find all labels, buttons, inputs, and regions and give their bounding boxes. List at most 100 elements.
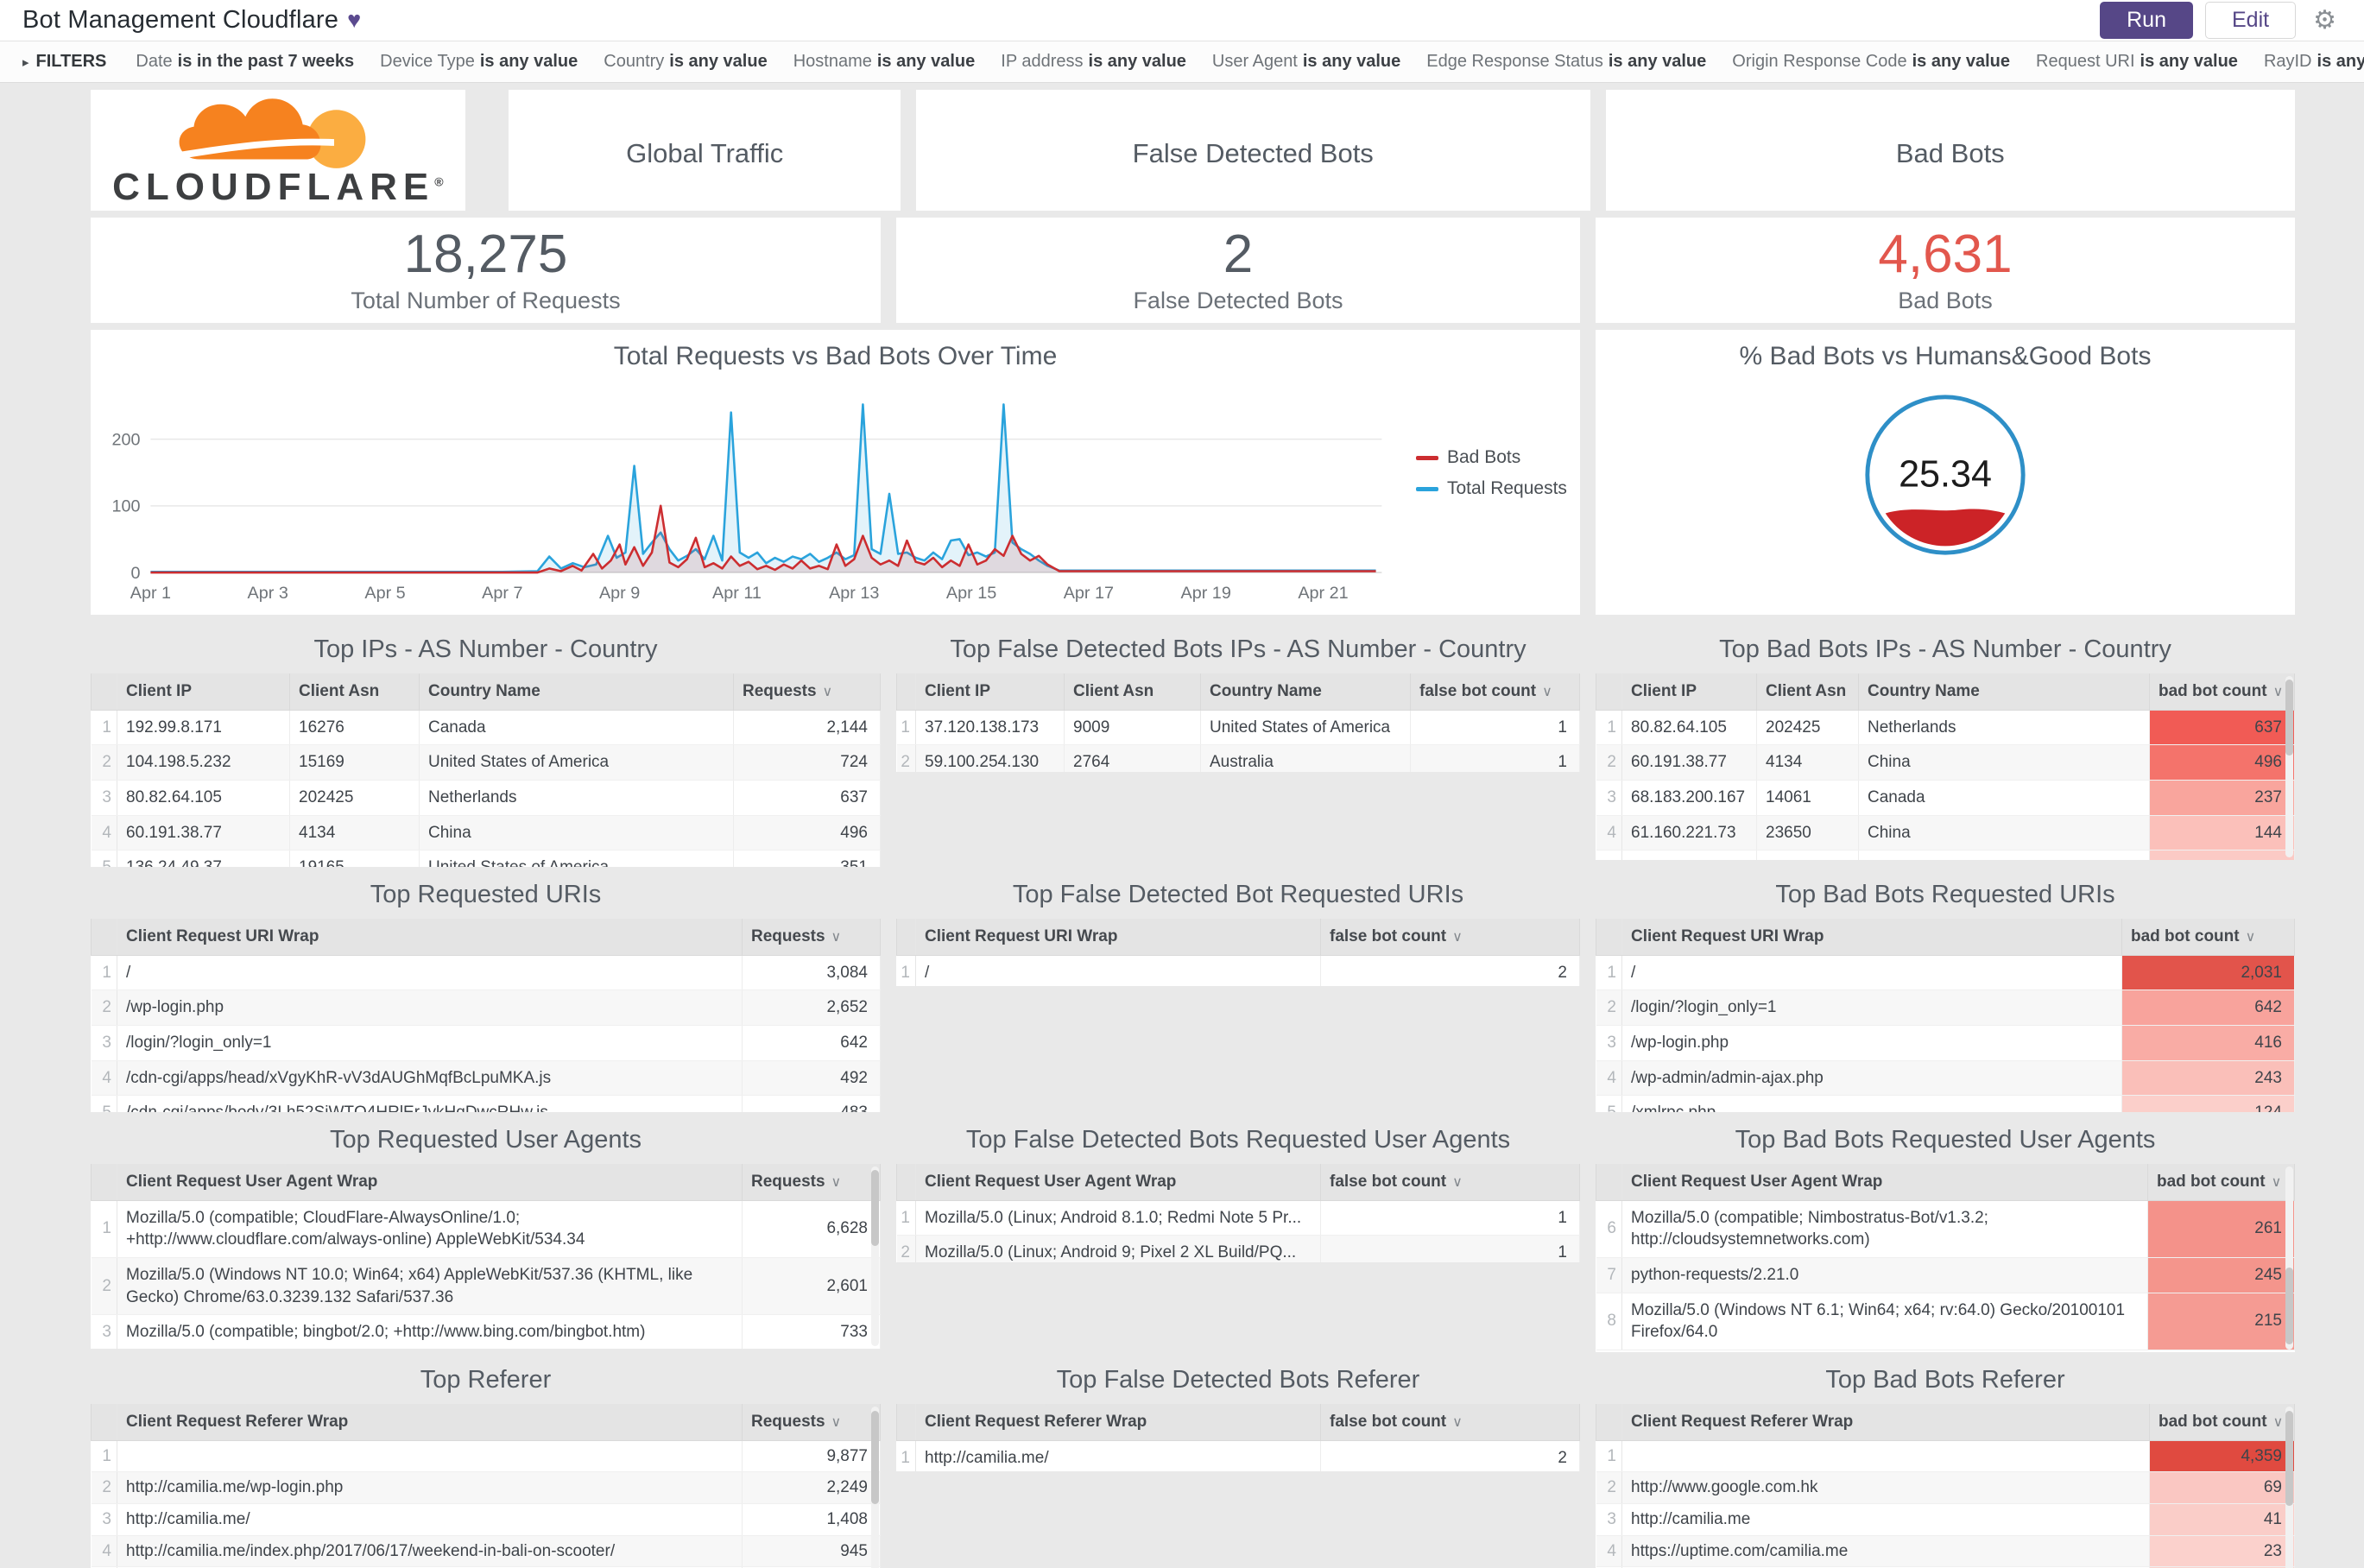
- filter-item[interactable]: Origin Response Code is any value: [1732, 52, 2011, 71]
- filter-item[interactable]: IP address is any value: [1001, 52, 1186, 71]
- legend-item[interactable]: Total Requests: [1416, 478, 1571, 499]
- column-header[interactable]: Client Request User Agent Wrap: [1621, 1164, 2148, 1201]
- table-cell: Mozilla/5.0 (Windows NT 6.1; Win64; x64;…: [1621, 1293, 2148, 1350]
- scrollbar-thumb[interactable]: [871, 1411, 879, 1504]
- column-header[interactable]: Requests ∨: [742, 1164, 881, 1201]
- column-header[interactable]: Client IP: [117, 673, 290, 711]
- column-header[interactable]: Client Asn: [289, 673, 420, 711]
- scrollbar-thumb[interactable]: [2285, 680, 2293, 756]
- column-header[interactable]: Country Name: [419, 673, 734, 711]
- column-header[interactable]: Client IP: [915, 673, 1065, 711]
- table-cell: China: [1858, 815, 2150, 851]
- filter-item[interactable]: Request URI is any value: [2036, 52, 2238, 71]
- settings-gear-icon[interactable]: ⚙: [2313, 6, 2336, 35]
- svg-text:Apr 1: Apr 1: [130, 584, 171, 603]
- column-header[interactable]: Client Request URI Wrap: [117, 919, 743, 956]
- table-cell: 2,144: [733, 710, 881, 746]
- table-cell: [1621, 1440, 2150, 1473]
- column-header[interactable]: bad bot count ∨: [2121, 919, 2295, 956]
- column-header[interactable]: bad bot count ∨: [2149, 1404, 2295, 1441]
- section-title-bad-uris: Top Bad Bots Requested URIs: [1775, 881, 2115, 908]
- column-header[interactable]: Requests ∨: [742, 919, 881, 956]
- timeseries-chart-tile: Total Requests vs Bad Bots Over Time 0 10…: [91, 330, 1580, 615]
- column-header[interactable]: Requests ∨: [742, 1404, 881, 1441]
- table-row: 4 61.160.221.73 23650 China 144: [1596, 815, 2295, 851]
- filter-item[interactable]: Country is any value: [604, 52, 768, 71]
- column-header[interactable]: bad bot count ∨: [2149, 673, 2295, 711]
- scrollbar[interactable]: [871, 1167, 879, 1346]
- filter-item[interactable]: Edge Response Status is any value: [1426, 52, 1707, 71]
- column-header[interactable]: bad bot count ∨: [2147, 1164, 2295, 1201]
- scrollbar[interactable]: [2285, 1167, 2293, 1350]
- row-index: 1: [1596, 1440, 1622, 1473]
- run-button[interactable]: Run: [2100, 2, 2193, 39]
- scrollbar[interactable]: [2285, 1407, 2293, 1568]
- table-row: 4 60.191.38.77 4134 China 496: [91, 815, 881, 851]
- heart-icon: ♥: [347, 7, 362, 33]
- row-index-header: [91, 919, 117, 956]
- column-header[interactable]: false bot count ∨: [1410, 673, 1580, 711]
- row-index: 5: [91, 1566, 117, 1568]
- table-row-group: Top Requested User Agents Client Request …: [91, 1112, 2295, 1352]
- section-title-top-ips: Top IPs - AS Number - Country: [313, 635, 658, 663]
- svg-text:Apr 17: Apr 17: [1064, 584, 1114, 603]
- data-table-bad-uris: Client Request URI Wrap bad bot count ∨ 1/2…: [1596, 919, 2295, 1112]
- row-index: 5: [1596, 1566, 1622, 1568]
- table-row: 2 Mozilla/5.0 (Linux; Android 9; Pixel 2 …: [896, 1235, 1580, 1262]
- table-cell: 69: [2149, 1471, 2295, 1504]
- column-header[interactable]: Client Request User Agent Wrap: [117, 1164, 743, 1201]
- section-title-top-uas: Top Requested User Agents: [329, 1126, 642, 1154]
- scrollbar[interactable]: [2285, 676, 2293, 857]
- edit-button[interactable]: Edit: [2205, 2, 2297, 39]
- sort-caret-icon: ∨: [831, 1415, 842, 1430]
- filter-item[interactable]: Device Type is any value: [380, 52, 578, 71]
- column-header[interactable]: Client Request Referer Wrap: [915, 1404, 1321, 1441]
- svg-text:Apr 7: Apr 7: [482, 584, 522, 603]
- row-index-header: [91, 1164, 117, 1201]
- filters-toggle[interactable]: ▸ FILTERS: [22, 52, 107, 71]
- row-index: 2: [1596, 989, 1622, 1026]
- row-index: 3: [91, 1314, 117, 1349]
- kpi-false-detected-bots: 2 False Detected Bots: [896, 218, 1580, 323]
- row-index: 1: [896, 1440, 916, 1471]
- row-index-header: [896, 673, 916, 711]
- row-index: 1: [896, 710, 916, 746]
- column-header[interactable]: false bot count ∨: [1320, 919, 1580, 956]
- table-cell: 2: [1320, 1440, 1580, 1471]
- row-index: 4: [1596, 1060, 1622, 1097]
- column-header[interactable]: Client Request Referer Wrap: [117, 1404, 743, 1441]
- table-cell: Netherlands: [419, 780, 734, 816]
- scrollbar-thumb[interactable]: [2285, 1411, 2293, 1507]
- column-header[interactable]: Client Asn: [1756, 673, 1859, 711]
- section-title-false-uris: Top False Detected Bot Requested URIs: [1012, 881, 1464, 908]
- scrollbar-thumb[interactable]: [871, 1170, 879, 1246]
- filter-item[interactable]: Hostname is any value: [793, 52, 976, 71]
- scrollbar[interactable]: [871, 1407, 879, 1568]
- column-header[interactable]: false bot count ∨: [1320, 1404, 1580, 1441]
- column-header[interactable]: Client IP: [1621, 673, 1757, 711]
- column-header[interactable]: Client Request URI Wrap: [1621, 919, 2122, 956]
- table-cell: Mozilla/5.0 (Windows NT 10.0; Win64; x64…: [117, 1257, 743, 1316]
- column-header[interactable]: Client Asn: [1064, 673, 1201, 711]
- column-header[interactable]: Country Name: [1200, 673, 1411, 711]
- column-header[interactable]: false bot count ∨: [1320, 1164, 1580, 1201]
- section-title-top-uris: Top Requested URIs: [370, 881, 602, 908]
- legend-item[interactable]: Bad Bots: [1416, 447, 1571, 468]
- table-cell: 104.198.5.232: [117, 744, 290, 781]
- sort-caret-icon: ∨: [1452, 1415, 1463, 1430]
- table-cell: 215: [2147, 1293, 2295, 1350]
- table-cell: https://camilia.me/index.php/2017/06/17/…: [117, 1566, 743, 1568]
- scrollbar-thumb[interactable]: [2285, 1267, 2293, 1344]
- column-header[interactable]: Client Request URI Wrap: [915, 919, 1321, 956]
- column-header[interactable]: Client Request Referer Wrap: [1621, 1404, 2150, 1441]
- column-header[interactable]: Client Request User Agent Wrap: [915, 1164, 1321, 1201]
- table-row: 5136.24.49.3719165United States of Ameri…: [91, 850, 881, 867]
- row-index: 2: [896, 1235, 916, 1262]
- filter-item[interactable]: User Agent is any value: [1211, 52, 1401, 71]
- column-header[interactable]: Country Name: [1858, 673, 2150, 711]
- table-cell: http://camilia.me/wp-login.php: [117, 1471, 743, 1504]
- column-header[interactable]: Requests ∨: [733, 673, 881, 711]
- table-cell: http://camilia.me/: [915, 1440, 1321, 1471]
- filter-item[interactable]: Date is in the past 7 weeks: [136, 52, 355, 71]
